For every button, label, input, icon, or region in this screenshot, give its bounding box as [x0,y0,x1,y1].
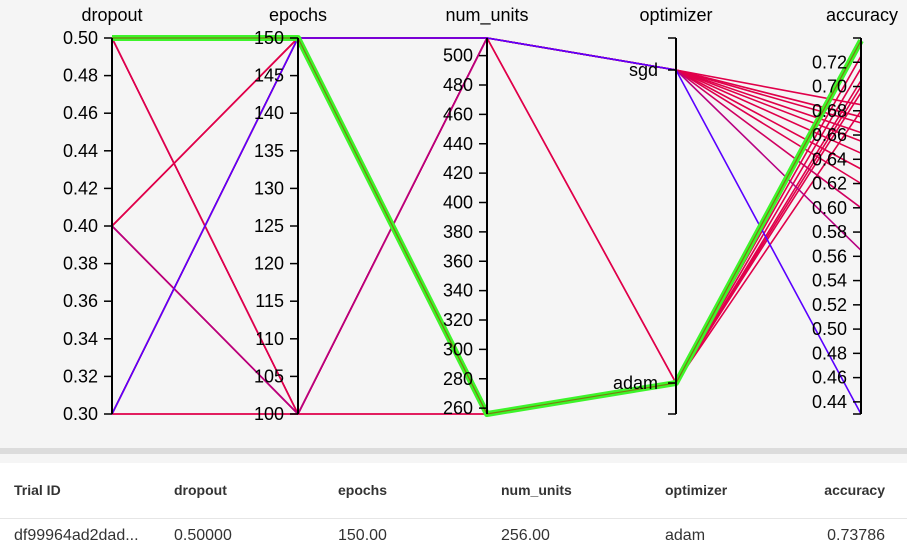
table-header-row [0,463,907,519]
tick-label: 0.34 [63,329,98,349]
tick-label: 0.44 [63,141,98,161]
tick-label: 115 [255,291,284,311]
axis-title: optimizer [639,5,712,25]
tick-label: 150 [254,28,284,48]
trials-table: Trial ID dropout epochs num_units optimi… [0,463,907,557]
parallel-coordinates-svg: dropout 0.30 0.32 0.34 0.36 0.38 0.40 0.42 0.44 0… [63,5,898,424]
axis-title: accuracy [826,5,898,25]
tick-label: 110 [255,329,284,349]
header-num-units[interactable]: num_units [501,482,572,498]
header-epochs[interactable]: epochs [338,482,388,498]
tick-label: 0.72 [812,52,847,72]
tick-label: 120 [254,254,284,274]
tick-label: 0.46 [812,368,847,388]
cell-optimizer: adam [665,527,706,544]
axis-accuracy[interactable]: accuracy 0.44 0.46 0.48 0.50 0.52 0.54 0.56 0.58… [812,5,898,415]
cell-num-units: 256.00 [501,527,550,544]
header-dropout[interactable]: dropout [174,482,227,498]
tick-label: 0.38 [63,254,98,274]
tick-label: 0.50 [812,319,847,339]
tick-label: 0.54 [812,271,847,291]
axis-num-units[interactable]: num_units 260 280 300 320 340 360 380 400 420 440 4… [443,5,529,418]
tick-label: 100 [254,404,284,424]
cell-trial-id: df99964ad2dad... [14,527,139,544]
tick-label: 0.66 [812,125,847,145]
tick-label: 280 [443,369,473,389]
tick-label: 0.40 [63,216,98,236]
axis-title: num_units [445,5,528,26]
header-trial-id[interactable]: Trial ID [14,482,61,498]
tick-label: 0.46 [63,103,98,123]
tick-label: 300 [443,339,473,359]
tick-label: 0.36 [63,291,98,311]
tick-label: 0.30 [63,404,98,424]
axis-title: epochs [269,5,327,25]
axis-title: dropout [81,5,142,25]
tick-label: 500 [443,46,473,66]
tick-label: 0.52 [812,295,847,315]
axis-epochs[interactable]: epochs 100 105 110 115 120 125 130 135 140 145 150 [254,5,327,424]
tick-label: 135 [254,141,284,161]
tick-label: 140 [254,103,284,123]
cell-accuracy: 0.73786 [827,527,885,544]
tick-label: 0.68 [812,101,847,121]
cell-epochs: 150.00 [338,527,387,544]
tick-label: 0.56 [812,246,847,266]
cell-dropout: 0.50000 [174,527,232,544]
tick-label: sgd [629,60,658,80]
tick-label: 0.32 [63,366,98,386]
tick-label: 320 [443,310,473,330]
parallel-coordinates-chart: dropout 0.30 0.32 0.34 0.36 0.38 0.40 0.42 0.44 0… [62,5,899,424]
tick-label: adam [613,373,658,393]
tick-label: 105 [254,366,284,386]
tick-label: 0.62 [812,174,847,194]
tick-label: 130 [254,178,284,198]
tick-label: 0.70 [812,77,847,97]
tick-label: 125 [254,216,284,236]
divider [0,448,907,454]
tick-label: 340 [443,281,473,301]
axis-dropout[interactable]: dropout 0.30 0.32 0.34 0.36 0.38 0.40 0.42 0.44 0… [63,5,143,424]
tick-label: 0.60 [812,198,847,218]
tick-label: 0.48 [812,343,847,363]
tick-label: 400 [443,193,473,213]
tick-label: 0.58 [812,222,847,242]
tick-label: 0.44 [812,392,847,412]
tick-label: 420 [443,163,473,183]
tick-label: 480 [443,75,473,95]
tick-label: 0.64 [812,149,847,169]
tick-label: 380 [443,222,473,242]
header-optimizer[interactable]: optimizer [665,482,728,498]
axis-optimizer[interactable]: optimizer sgd adam [613,5,713,415]
tick-label: 0.48 [63,66,98,86]
tick-label: 0.42 [63,178,98,198]
tick-label: 440 [443,134,473,154]
tick-label: 260 [443,398,473,418]
tick-label: 0.50 [63,28,98,48]
tick-label: 360 [443,251,473,271]
tick-label: 145 [254,66,284,86]
tick-label: 460 [443,104,473,124]
header-accuracy[interactable]: accuracy [824,482,885,498]
